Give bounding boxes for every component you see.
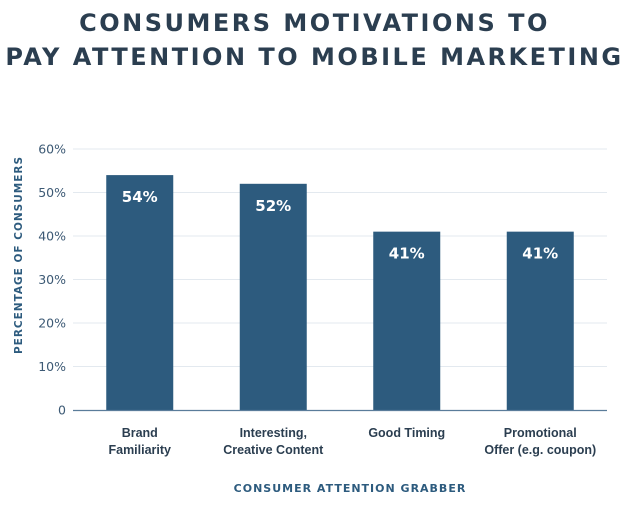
chart-title-line-1: CONSUMERS MOTIVATIONS TO [79, 9, 550, 37]
y-tick-label: 20% [38, 316, 66, 331]
bar [506, 231, 574, 410]
y-tick-label: 50% [38, 185, 66, 200]
x-tick-label: Offer (e.g. coupon) [484, 443, 596, 457]
bar [239, 183, 307, 410]
y-tick-label: 10% [38, 359, 66, 374]
x-tick-label: Familiarity [108, 443, 171, 457]
data-label: 41% [389, 245, 425, 263]
data-label: 52% [255, 197, 291, 215]
chart-title: CONSUMERS MOTIVATIONS TO PAY ATTENTION T… [0, 6, 629, 74]
y-tick-label: 0 [58, 403, 66, 418]
bar [373, 231, 441, 410]
data-label: 54% [122, 188, 158, 206]
x-tick-label: Interesting, [240, 426, 307, 440]
y-axis-title: PERCENTAGE OF CONSUMERS [13, 156, 25, 354]
bar [106, 175, 174, 410]
chart-title-line-2: PAY ATTENTION TO MOBILE MARKETING [5, 43, 624, 71]
x-tick-label: Good Timing [368, 426, 445, 440]
x-tick-label: Promotional [504, 426, 577, 440]
y-tick-label: 30% [38, 272, 66, 287]
x-tick-label: Creative Content [223, 443, 324, 457]
data-label: 41% [522, 245, 558, 263]
y-tick-label: 40% [38, 229, 66, 244]
x-axis-title: CONSUMER ATTENTION GRABBER [234, 482, 467, 495]
y-tick-label: 60% [38, 142, 66, 157]
x-tick-label: Brand [122, 426, 158, 440]
